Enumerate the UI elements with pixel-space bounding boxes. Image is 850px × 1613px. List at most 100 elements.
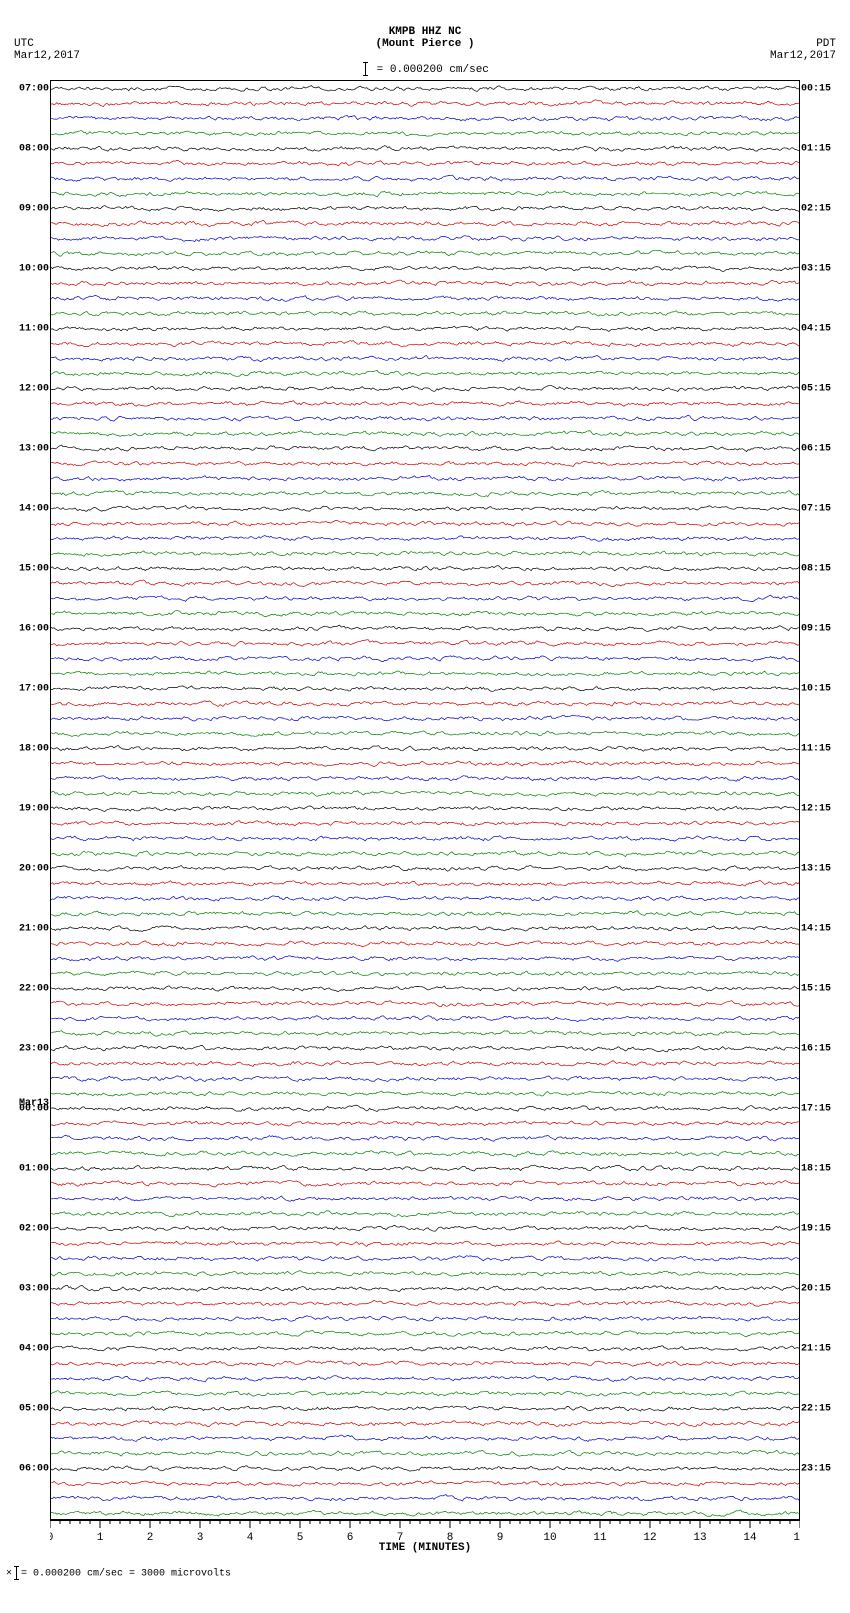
trace-waveform: [51, 201, 799, 216]
trace-row: [51, 696, 799, 711]
trace-row: 11:0004:15: [51, 321, 799, 336]
scale-bar-icon: [16, 1566, 17, 1580]
trace-row: [51, 756, 799, 771]
trace-waveform: [51, 1161, 799, 1176]
trace-label-local: 12:15: [799, 803, 831, 814]
trace-row: [51, 1026, 799, 1041]
trace-waveform: [51, 1011, 799, 1026]
trace-row: [51, 1251, 799, 1266]
trace-waveform: [51, 171, 799, 186]
trace-label-utc: 16:00: [19, 623, 51, 634]
trace-waveform: [51, 1296, 799, 1311]
trace-row: [51, 1371, 799, 1386]
trace-waveform: [51, 231, 799, 246]
trace-row: [51, 1431, 799, 1446]
trace-waveform: [51, 396, 799, 411]
trace-label-local: 22:15: [799, 1403, 831, 1414]
trace-label-local: 09:15: [799, 623, 831, 634]
trace-waveform: [51, 936, 799, 951]
trace-row: [51, 1146, 799, 1161]
trace-row: [51, 186, 799, 201]
trace-label-utc: 19:00: [19, 803, 51, 814]
trace-label-local: 01:15: [799, 143, 831, 154]
x-axis-ticks: 0123456789101112131415: [50, 1520, 800, 1560]
trace-row: 04:0021:15: [51, 1341, 799, 1356]
trace-row: [51, 231, 799, 246]
trace-row: 13:0006:15: [51, 441, 799, 456]
trace-waveform: [51, 906, 799, 921]
trace-label-local: 21:15: [799, 1343, 831, 1354]
trace-waveform: [51, 696, 799, 711]
trace-row: [51, 1476, 799, 1491]
right-date: Mar12,2017: [770, 50, 836, 62]
trace-waveform: [51, 81, 799, 96]
scale-bar-icon: [365, 62, 366, 76]
trace-row: [51, 1071, 799, 1086]
header-scale: = 0.000200 cm/sec: [0, 62, 850, 76]
trace-waveform: [51, 1506, 799, 1521]
trace-waveform: [51, 861, 799, 876]
trace-row: [51, 966, 799, 981]
trace-waveform: [51, 156, 799, 171]
trace-waveform: [51, 246, 799, 261]
trace-row: [51, 276, 799, 291]
trace-row: [51, 936, 799, 951]
trace-waveform: [51, 651, 799, 666]
trace-row: 08:0001:15: [51, 141, 799, 156]
trace-label-local: 04:15: [799, 323, 831, 334]
trace-row: [51, 366, 799, 381]
trace-waveform: [51, 1326, 799, 1341]
trace-waveform: [51, 456, 799, 471]
trace-row: [51, 111, 799, 126]
trace-row: [51, 1206, 799, 1221]
trace-row: [51, 1056, 799, 1071]
left-date: Mar12,2017: [14, 50, 80, 62]
trace-row: 09:0002:15: [51, 201, 799, 216]
trace-row: [51, 1131, 799, 1146]
trace-label-local: 03:15: [799, 263, 831, 274]
trace-row: 12:0005:15: [51, 381, 799, 396]
trace-row: [51, 876, 799, 891]
trace-row: [51, 576, 799, 591]
trace-row: [51, 411, 799, 426]
plot-area: 07:0000:1508:0001:1509:0002:1510:0003:15…: [50, 80, 800, 1520]
trace-row: Mar1300:0017:15: [51, 1101, 799, 1116]
trace-label-utc: 23:00: [19, 1043, 51, 1054]
trace-waveform: [51, 1191, 799, 1206]
trace-row: [51, 1296, 799, 1311]
trace-waveform: [51, 591, 799, 606]
trace-waveform: [51, 351, 799, 366]
trace-row: 19:0012:15: [51, 801, 799, 816]
trace-row: 07:0000:15: [51, 81, 799, 96]
trace-row: [51, 846, 799, 861]
trace-label-utc: 01:00: [19, 1163, 51, 1174]
trace-row: [51, 1506, 799, 1521]
station-name: (Mount Pierce ): [375, 38, 474, 50]
trace-waveform: [51, 876, 799, 891]
trace-waveform: [51, 216, 799, 231]
scale-text: = 0.000200 cm/sec: [370, 64, 489, 76]
trace-waveform: [51, 1251, 799, 1266]
trace-waveform: [51, 441, 799, 456]
trace-label-local: 11:15: [799, 743, 831, 754]
seismogram-page: UTC Mar12,2017 KMPB HHZ NC (Mount Pierce…: [0, 0, 850, 1580]
trace-row: [51, 951, 799, 966]
trace-row: [51, 1236, 799, 1251]
trace-waveform: [51, 1086, 799, 1101]
trace-label-local: 10:15: [799, 683, 831, 694]
header: UTC Mar12,2017 KMPB HHZ NC (Mount Pierce…: [0, 0, 850, 80]
trace-row: [51, 891, 799, 906]
trace-row: 02:0019:15: [51, 1221, 799, 1236]
trace-row: [51, 816, 799, 831]
trace-label-utc: 00:00: [19, 1103, 51, 1114]
trace-row: [51, 651, 799, 666]
trace-waveform: [51, 1386, 799, 1401]
trace-waveform: [51, 126, 799, 141]
trace-waveform: [51, 996, 799, 1011]
trace-waveform: [51, 1416, 799, 1431]
trace-waveform: [51, 1056, 799, 1071]
trace-row: [51, 831, 799, 846]
trace-row: [51, 636, 799, 651]
trace-row: [51, 996, 799, 1011]
trace-row: [51, 1326, 799, 1341]
